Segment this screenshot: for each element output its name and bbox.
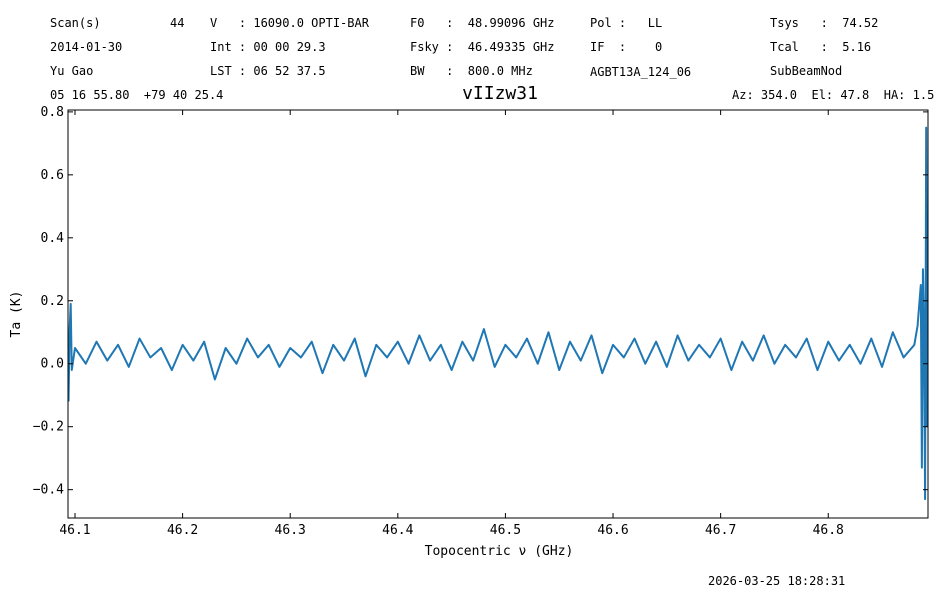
header-text: Fsky : 46.49335 GHz bbox=[410, 40, 555, 54]
header-text: 2014-01-30 bbox=[50, 40, 122, 54]
y-axis-label: Ta (K) bbox=[9, 291, 24, 338]
timestamp: 2026-03-25 18:28:31 bbox=[708, 574, 845, 588]
header-text: Tcal : 5.16 bbox=[770, 40, 871, 54]
spectrum-line bbox=[68, 126, 928, 501]
header: Scan(s) 44 2014-01-30 Yu Gao V : 16090.0… bbox=[50, 16, 934, 102]
x-tick-label: 46.8 bbox=[813, 523, 844, 538]
y-tick-label: 0.4 bbox=[41, 231, 65, 246]
x-tick-label: 46.6 bbox=[597, 523, 628, 538]
header-text: 44 bbox=[170, 16, 184, 30]
header-text: LST : 06 52 37.5 bbox=[210, 64, 326, 78]
header-text: Yu Gao bbox=[50, 64, 93, 78]
header-text: Tsys : 74.52 bbox=[770, 16, 878, 30]
x-tick-label: 46.1 bbox=[59, 523, 90, 538]
header-text: AGBT13A_124_06 bbox=[590, 65, 691, 79]
header-text: IF : 0 bbox=[590, 40, 662, 54]
header-text: SubBeamNod bbox=[770, 64, 842, 78]
y-tick-label: −0.4 bbox=[33, 483, 64, 498]
x-tick-label: 46.5 bbox=[490, 523, 521, 538]
chart-title: vIIzw31 bbox=[462, 83, 538, 104]
header-text: BW : 800.0 MHz bbox=[410, 64, 533, 78]
header-text: Pol : LL bbox=[590, 16, 662, 30]
x-tick-label: 46.3 bbox=[275, 523, 306, 538]
x-tick-label: 46.4 bbox=[382, 523, 413, 538]
y-tick-label: 0.0 bbox=[41, 357, 64, 372]
x-tick-label: 46.2 bbox=[167, 523, 198, 538]
header-text: F0 : 48.99096 GHz bbox=[410, 16, 555, 30]
header-text: Int : 00 00 29.3 bbox=[210, 40, 326, 54]
y-tick-label: −0.2 bbox=[33, 420, 64, 435]
axes-frame bbox=[67, 109, 929, 519]
y-tick-label: 0.8 bbox=[41, 105, 64, 120]
y-tick-label: 0.2 bbox=[41, 294, 64, 309]
y-tick-label: 0.6 bbox=[41, 168, 64, 183]
header-text: Scan(s) bbox=[50, 16, 101, 30]
header-text: Az: 354.0 El: 47.8 HA: 1.5 bbox=[732, 88, 934, 102]
x-axis-label: Topocentric ν (GHz) bbox=[425, 544, 574, 559]
header-text: V : 16090.0 OPTI-BAR bbox=[210, 16, 370, 30]
header-text: 05 16 55.80 +79 40 25.4 bbox=[50, 88, 223, 102]
x-tick-label: 46.7 bbox=[705, 523, 736, 538]
plot-area bbox=[68, 126, 928, 501]
